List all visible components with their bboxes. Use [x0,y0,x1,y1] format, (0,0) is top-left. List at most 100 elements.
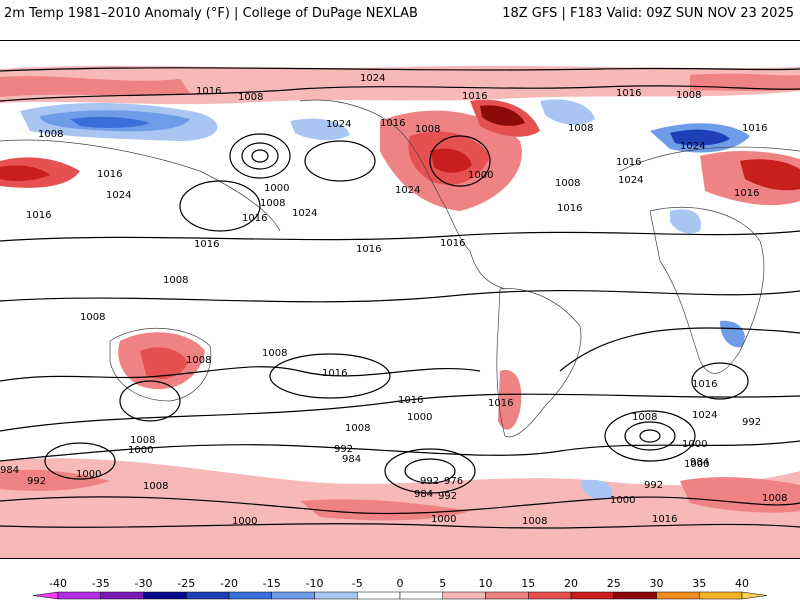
isobar-label: 984 [414,489,433,500]
colorbar-swatch [143,591,187,600]
isobar-label: 1000 [128,445,153,456]
isobar-label: 1000 [232,516,257,527]
colorbar-tick-label: -5 [352,577,363,590]
colorbar-tick-label: -10 [306,577,324,590]
isobar-label: 1008 [345,423,370,434]
isobar-label: 1016 [440,238,465,249]
isobar-label: 1008 [632,412,657,423]
isobar-label: 1024 [395,185,420,196]
isobar-closed [241,142,279,170]
isobar-closed [269,353,391,399]
cool-anomaly-shading [20,99,750,500]
isobar-contours [0,67,800,529]
colorbar-swatch [57,591,101,600]
isobar-closed [44,442,116,480]
isobar-line [0,523,800,529]
colorbar-tick-label: -30 [135,577,153,590]
colorbar-tick-label: 40 [735,577,749,590]
isobar-label: 1008 [238,92,263,103]
isobar-label: 1024 [680,141,705,152]
isobar-label: 1016 [616,88,641,99]
colorbar-tick-label: -15 [263,577,281,590]
isobar-label: 1008 [260,198,285,209]
colorbar-max-arrow [741,591,768,600]
colorbar-swatch [528,591,572,600]
isobar-label: 992 [334,444,353,455]
isobar-label: 1016 [742,123,767,134]
colorbar-swatch [100,591,144,600]
isobar-line [0,230,800,242]
isobar-label: 992 [420,476,439,487]
warm-anomaly-shading [0,65,800,558]
isobar-label: 976 [444,476,463,487]
isobar-label: 984 [342,454,361,465]
isobar-label: 1016 [692,379,717,390]
colorbar-swatch [399,591,443,600]
colorbar-tick-label: 20 [564,577,578,590]
colorbar-tick-label: 30 [650,577,664,590]
isobar-label: 992 [27,476,46,487]
world-map: 1024 1016 1008 1016 1008 1016 1024 1016 … [0,40,800,559]
isobar-closed [229,133,291,179]
isobar-closed [304,140,376,182]
isobar-label: 1016 [734,188,759,199]
colorbar-tick-labels: -40 -35 -30 -25 -20 -15 -10 -5 0 5 10 15 20 25 30 35 40 [49,577,749,590]
temperature-anomaly-colorbar: -40 -35 -30 -25 -20 -15 -10 -5 0 5 10 15 20 25 30 35 40 [0,575,800,600]
colorbar-swatch [656,591,700,600]
isobar-label: 1016 [356,244,381,255]
colorbar-tick-label: 25 [607,577,621,590]
isobar-label: 984 [0,465,19,476]
colorbar-tick-label: -20 [220,577,238,590]
isobar-label: 992 [742,417,761,428]
isobar-closed [179,180,261,232]
colorbar-swatch [271,591,315,600]
colorbar-min-arrow [32,591,59,600]
isobar-label: 1000 [682,439,707,450]
isobar-label: 1000 [684,459,709,470]
isobar-label: 1016 [194,239,219,250]
colorbar-tick-label: -40 [49,577,67,590]
colorbar-swatch [186,591,230,600]
isobar-label: 1024 [326,119,351,130]
colorbar-swatch [357,591,401,600]
isobar-label: 1008 [38,129,63,140]
isobar-line [0,366,481,382]
isobar-label: 1016 [26,210,51,221]
colorbar-swatch [314,591,358,600]
isobar-label: 1000 [468,170,493,181]
isobar-closed [639,429,661,443]
isobar-label: 1024 [292,208,317,219]
isobar-closed [251,149,269,163]
isobar-closed [384,448,476,494]
isobar-label: 1008 [130,435,155,446]
isobar-label: 1016 [398,395,423,406]
isobar-label: 1016 [380,118,405,129]
colorbar-tick-label: -25 [177,577,195,590]
product-title: 2m Temp 1981–2010 Anomaly (°F) | College… [4,6,418,21]
isobar-label: 1016 [322,368,347,379]
colorbar-swatch [228,591,272,600]
isobar-line [0,393,800,432]
isobar-line [0,289,800,303]
isobar-label: 1000 [264,183,289,194]
isobar-closed [624,421,676,451]
isobar-line [0,85,800,102]
isobar-label: 1000 [610,495,635,506]
isobar-label: 1008 [163,275,188,286]
isobar-label: 1008 [415,124,440,135]
colorbar-tick-label: 5 [439,577,446,590]
colorbar-canvas: -40 -35 -30 -25 -20 -15 -10 -5 0 5 10 15 20 25 30 35 40 [32,577,768,600]
colorbar-tick-label: 10 [479,577,493,590]
isobar-label: 1016 [652,514,677,525]
map-canvas: 1024 1016 1008 1016 1008 1016 1024 1016 … [0,41,800,558]
north-america-coast [299,99,506,290]
isobar-label: 1008 [186,355,211,366]
isobar-label: 1016 [557,203,582,214]
isobar-label: 1016 [97,169,122,180]
isobar-label: 1000 [431,514,456,525]
isobar-label: 1016 [616,157,641,168]
isobar-label: 992 [438,491,457,502]
isobar-label: 1008 [262,348,287,359]
isobar-label: 1016 [242,213,267,224]
colorbar-swatch [442,591,486,600]
